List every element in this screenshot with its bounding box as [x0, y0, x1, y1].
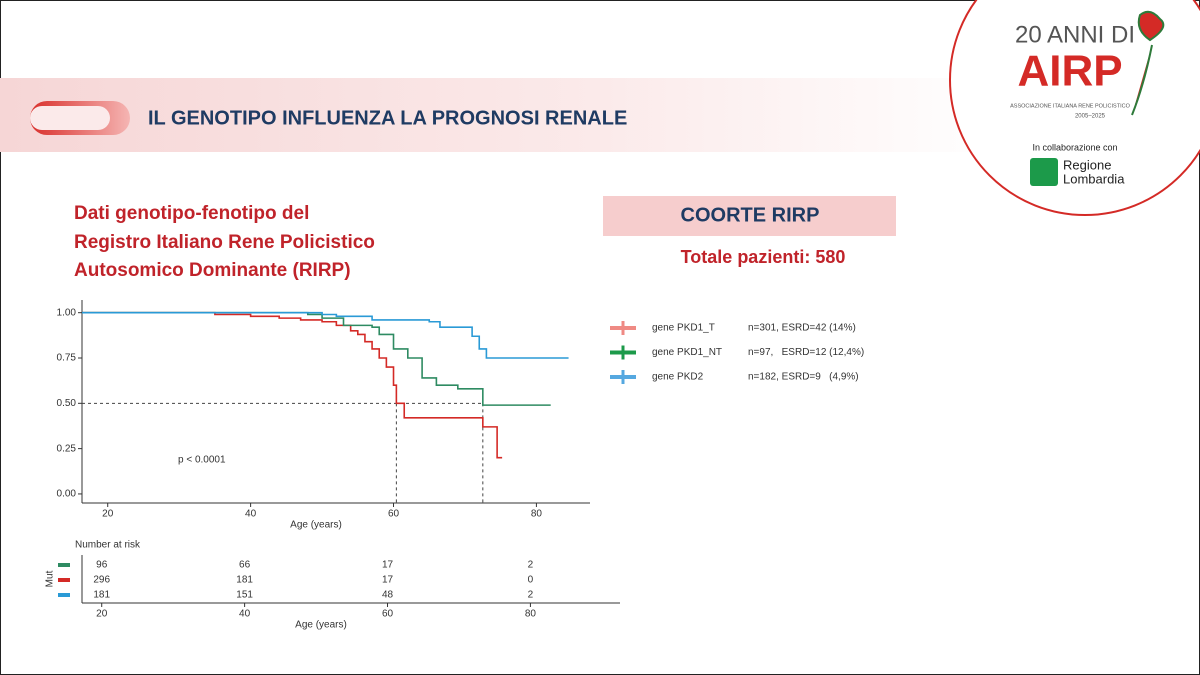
logo-years: 2005–2025	[1075, 114, 1106, 120]
x-tick-label: 60	[388, 509, 400, 520]
y-tick-label: 0.50	[57, 398, 77, 409]
risk-value: 2	[528, 590, 534, 601]
risk-value: 17	[382, 575, 394, 586]
risk-value: 181	[93, 590, 110, 601]
survival-curve	[82, 311, 569, 359]
risk-value: 17	[382, 560, 394, 571]
x-axis-label: Age (years)	[290, 520, 342, 531]
risk-value: 66	[239, 560, 251, 571]
risk-value: 0	[528, 575, 534, 586]
legend-stats: n=301, ESRD=42 (14%)	[748, 323, 856, 334]
logo-collab: In collaborazione con	[1032, 142, 1117, 152]
risk-x-tick-label: 40	[239, 609, 251, 620]
risk-x-tick-label: 80	[525, 609, 537, 620]
y-tick-label: 0.25	[57, 443, 77, 454]
p-value: p < 0.0001	[178, 455, 226, 466]
risk-value: 151	[236, 590, 253, 601]
logo-circle	[949, 0, 1200, 216]
partner-line2: Lombardia	[1063, 171, 1125, 186]
x-tick-label: 20	[102, 509, 114, 520]
legend-name: gene PKD1_T	[652, 323, 715, 334]
risk-value: 181	[236, 575, 253, 586]
cohort-title: COORTE RIRP	[681, 204, 820, 226]
intro-line: Dati genotipo-fenotipo del	[74, 203, 309, 224]
header-band	[0, 78, 1000, 152]
lombardia-icon	[1030, 158, 1058, 186]
risk-value: 2	[528, 560, 534, 571]
risk-x-label: Age (years)	[295, 620, 347, 631]
legend-name: gene PKD2	[652, 372, 704, 383]
partner-line1: Regione	[1063, 157, 1111, 172]
logo-line1: 20 ANNI DI	[1015, 21, 1135, 48]
legend-stats: n=182, ESRD=9 (4,9%)	[748, 372, 859, 383]
risk-title: Number at risk	[75, 540, 141, 551]
intro-line: Autosomico Dominante (RIRP)	[74, 260, 351, 281]
logo-full-name: ASSOCIAZIONE ITALIANA RENE POLICISTICO	[1010, 103, 1130, 109]
intro-line: Registro Italiano Rene Policistico	[74, 232, 375, 253]
x-tick-label: 40	[245, 509, 257, 520]
risk-x-tick-label: 20	[96, 609, 108, 620]
cohort-box	[603, 196, 896, 236]
survival-curve	[82, 311, 503, 459]
risk-x-tick-label: 60	[382, 609, 394, 620]
legend-stats: n=97, ESRD=12 (12,4%)	[748, 347, 864, 358]
risk-row-swatch	[58, 593, 70, 597]
risk-row-swatch	[58, 578, 70, 582]
risk-row-swatch	[58, 563, 70, 567]
header-pill-inner	[30, 106, 110, 130]
risk-value: 96	[96, 560, 108, 571]
legend-name: gene PKD1_NT	[652, 347, 722, 358]
risk-y-label: Mut	[45, 570, 56, 587]
survival-curve	[82, 311, 551, 406]
cohort-total: Totale pazienti: 580	[681, 247, 846, 267]
y-tick-label: 0.75	[57, 353, 77, 364]
header-title: IL GENOTIPO INFLUENZA LA PROGNOSI RENALE	[148, 107, 627, 129]
logo-tulip	[1131, 10, 1165, 116]
risk-value: 296	[93, 575, 110, 586]
y-tick-label: 1.00	[57, 307, 77, 318]
y-tick-label: 0.00	[57, 489, 77, 500]
risk-value: 48	[382, 590, 394, 601]
logo-name: AIRP	[1017, 47, 1122, 96]
x-tick-label: 80	[531, 509, 543, 520]
